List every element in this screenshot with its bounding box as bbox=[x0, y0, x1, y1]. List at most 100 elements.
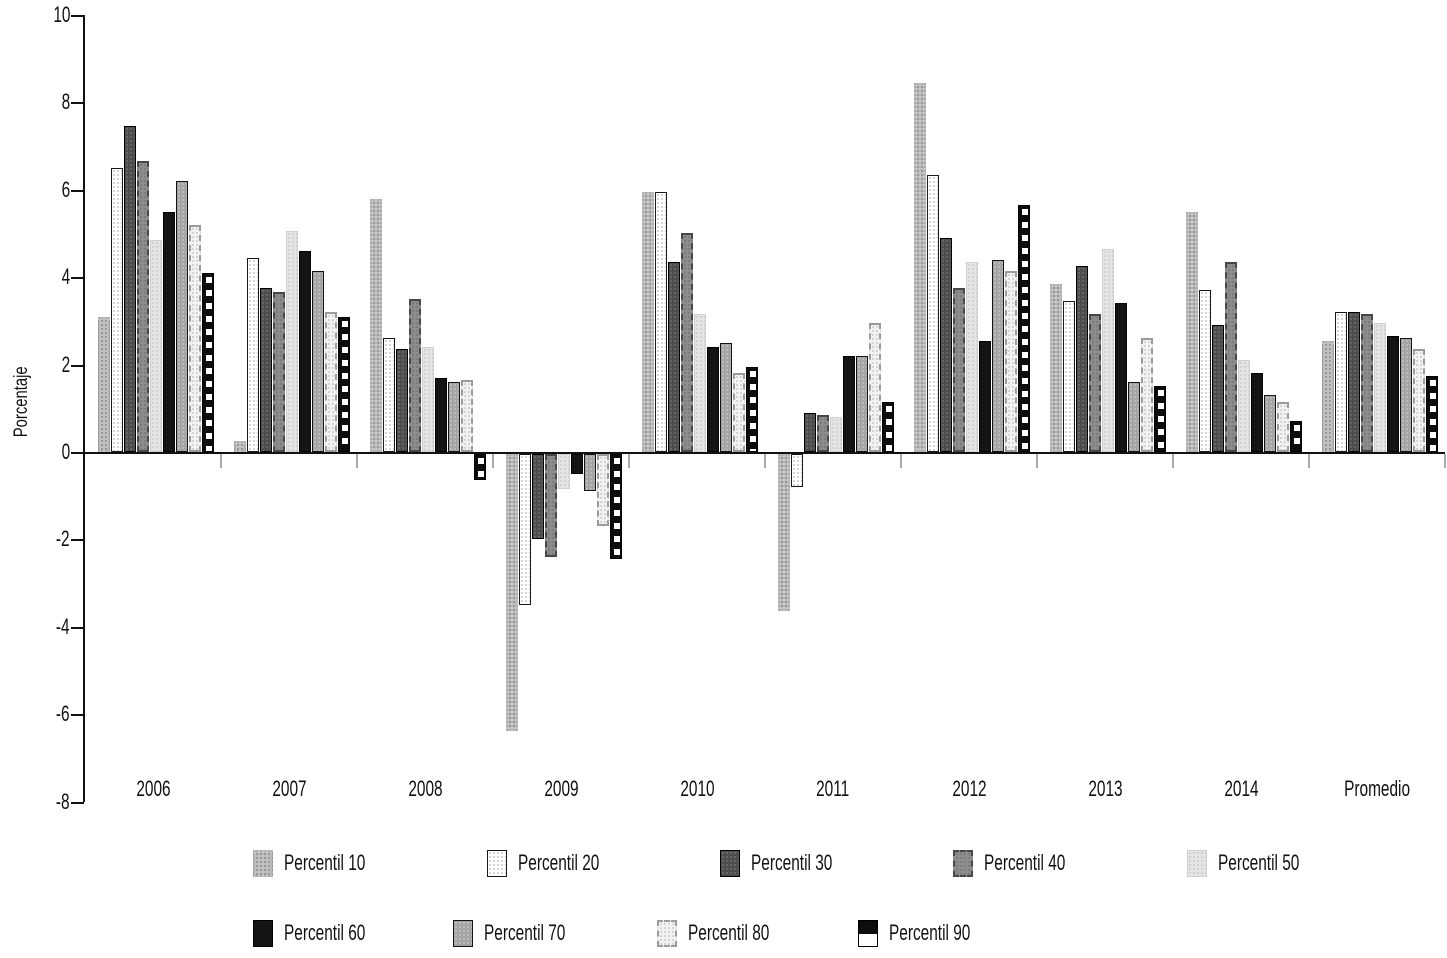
bar-percentil-10-2006 bbox=[98, 317, 110, 452]
bar-percentil-70-2009 bbox=[584, 454, 596, 491]
bar-percentil-80-2014 bbox=[1277, 402, 1289, 452]
legend-swatch-black-solid bbox=[253, 919, 273, 947]
bar-percentil-40-2006 bbox=[137, 161, 149, 452]
y-axis-tick-label: 4 bbox=[0, 264, 70, 290]
bar-percentil-60-promedio bbox=[1387, 336, 1399, 452]
y-axis-tick bbox=[71, 627, 84, 629]
bar-percentil-40-2014 bbox=[1225, 262, 1237, 452]
legend-swatch-white-speckled-black-outline bbox=[487, 849, 507, 877]
bar-percentil-80-2012 bbox=[1005, 271, 1017, 452]
bar-percentil-50-2006 bbox=[150, 240, 162, 452]
bar-percentil-60-2009 bbox=[571, 454, 583, 474]
bar-percentil-40-2012 bbox=[953, 288, 965, 452]
y-axis-tick-label-text: 4 bbox=[61, 264, 70, 289]
x-axis-label-2012: 2012 bbox=[901, 776, 1037, 802]
y-axis-tick-label-text: 2 bbox=[61, 352, 70, 377]
y-axis-tick-label-text: -8 bbox=[56, 789, 70, 814]
legend-label: Percentil 10 bbox=[284, 850, 400, 876]
y-axis-tick bbox=[71, 190, 84, 192]
x-axis-label-text: 2013 bbox=[1087, 776, 1123, 801]
legend-label-text: Percentil 50 bbox=[1218, 850, 1300, 875]
y-axis-tick-label: 0 bbox=[0, 439, 70, 465]
y-axis-tick-label-text: -6 bbox=[56, 701, 70, 726]
legend-item-percentil-60: Percentil 60 bbox=[253, 918, 400, 948]
x-axis-group-tick bbox=[1444, 454, 1446, 468]
legend-swatch-pale-speckled-dashed-outline bbox=[657, 919, 677, 947]
legend-label: Percentil 60 bbox=[284, 920, 400, 946]
x-axis-group-tick bbox=[628, 454, 630, 468]
x-axis-label-text: 2011 bbox=[816, 776, 850, 801]
y-axis-tick-label-text: 0 bbox=[61, 439, 70, 464]
bar-percentil-40-2011 bbox=[817, 415, 829, 452]
bar-percentil-50-2012 bbox=[966, 262, 978, 452]
legend-item-percentil-90: Percentil 90 bbox=[858, 918, 1005, 948]
x-axis-group-tick bbox=[492, 454, 494, 468]
bar-percentil-90-2010 bbox=[746, 367, 758, 452]
y-axis-tick-label: -4 bbox=[0, 614, 70, 640]
y-axis-tick-label: 6 bbox=[0, 177, 70, 203]
y-axis-tick bbox=[71, 102, 84, 104]
bar-percentil-70-2008 bbox=[448, 382, 460, 452]
bar-percentil-80-2010 bbox=[733, 373, 745, 452]
y-axis-tick-label-text: 8 bbox=[61, 89, 70, 114]
bar-percentil-90-2006 bbox=[202, 273, 214, 452]
legend-label: Percentil 30 bbox=[751, 850, 867, 876]
x-axis-label-2008: 2008 bbox=[357, 776, 493, 802]
bar-percentil-20-promedio bbox=[1335, 312, 1347, 452]
bar-percentil-40-2009 bbox=[545, 454, 557, 557]
bar-percentil-10-2014 bbox=[1186, 212, 1198, 452]
bar-percentil-70-2010 bbox=[720, 343, 732, 452]
bar-percentil-20-2013 bbox=[1063, 301, 1075, 452]
x-axis-label-text: 2006 bbox=[135, 776, 171, 801]
y-axis-tick bbox=[71, 365, 84, 367]
bar-percentil-60-2011 bbox=[843, 356, 855, 452]
bar-percentil-30-2006 bbox=[124, 126, 136, 452]
y-axis-line bbox=[83, 15, 85, 802]
bar-percentil-40-2008 bbox=[409, 299, 421, 452]
bar-percentil-70-2014 bbox=[1264, 395, 1276, 452]
bar-percentil-70-2013 bbox=[1128, 382, 1140, 452]
bar-percentil-10-2008 bbox=[370, 199, 382, 452]
bar-percentil-40-2007 bbox=[273, 292, 285, 452]
y-axis-tick-label: 10 bbox=[0, 2, 70, 28]
legend-label: Percentil 40 bbox=[984, 850, 1100, 876]
bar-percentil-70-promedio bbox=[1400, 338, 1412, 452]
bar-percentil-30-2008 bbox=[396, 349, 408, 452]
bar-percentil-80-2008 bbox=[461, 380, 473, 452]
y-axis-tick bbox=[71, 802, 84, 804]
bar-percentil-30-2009 bbox=[532, 454, 544, 539]
legend-label-text: Percentil 40 bbox=[984, 850, 1066, 875]
x-axis-label-2013: 2013 bbox=[1037, 776, 1173, 802]
bar-percentil-80-promedio bbox=[1413, 349, 1425, 452]
bar-percentil-80-2011 bbox=[869, 323, 881, 452]
bar-percentil-20-2011 bbox=[791, 454, 803, 487]
bar-percentil-20-2007 bbox=[247, 258, 259, 452]
legend-item-percentil-10: Percentil 10 bbox=[253, 848, 400, 878]
bar-percentil-30-2007 bbox=[260, 288, 272, 452]
legend-item-percentil-50: Percentil 50 bbox=[1187, 848, 1334, 878]
y-axis-title: Porcentaje bbox=[11, 366, 33, 437]
legend-swatch-dark-charcoal-solid bbox=[720, 849, 740, 877]
legend-item-percentil-30: Percentil 30 bbox=[720, 848, 867, 878]
bar-percentil-10-2007 bbox=[234, 441, 246, 452]
x-axis-label-text: 2009 bbox=[543, 776, 579, 801]
x-axis-group-tick bbox=[1172, 454, 1174, 468]
y-axis-tick-label-text: -4 bbox=[56, 614, 70, 639]
legend-swatch-pale-gray-speckled bbox=[1187, 849, 1207, 877]
bar-percentil-10-2012 bbox=[914, 83, 926, 452]
bar-percentil-20-2008 bbox=[383, 338, 395, 452]
y-axis-tick bbox=[71, 277, 84, 279]
bar-percentil-90-promedio bbox=[1426, 376, 1438, 452]
bar-percentil-20-2006 bbox=[111, 168, 123, 452]
bar-percentil-30-2014 bbox=[1212, 325, 1224, 452]
bar-percentil-40-promedio bbox=[1361, 314, 1373, 452]
bar-percentil-90-2009 bbox=[610, 454, 622, 559]
legend-swatch-gray-solid-black-outline bbox=[453, 919, 473, 947]
legend-label-text: Percentil 10 bbox=[284, 850, 366, 875]
x-axis-group-tick bbox=[900, 454, 902, 468]
bar-percentil-20-2009 bbox=[519, 454, 531, 605]
bar-percentil-10-2010 bbox=[642, 192, 654, 452]
legend-label-text: Percentil 60 bbox=[284, 920, 366, 945]
bar-percentil-90-2011 bbox=[882, 402, 894, 452]
bar-percentil-60-2014 bbox=[1251, 373, 1263, 452]
